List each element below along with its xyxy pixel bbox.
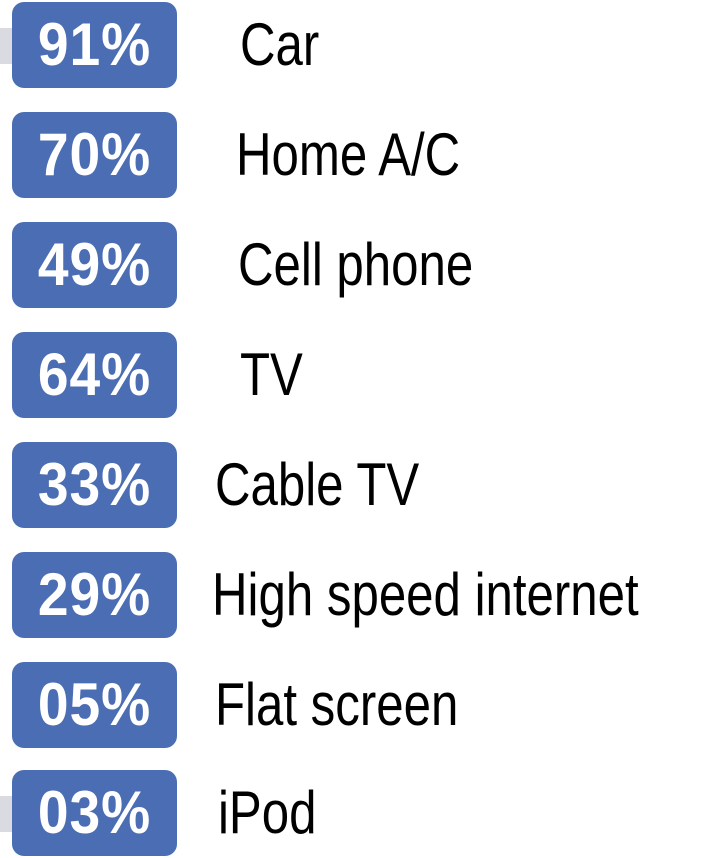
item-label: Cable TV (215, 451, 420, 518)
percent-badge: 91% (12, 2, 177, 88)
list-item: 91% Car (0, 2, 728, 90)
side-tab (0, 28, 14, 64)
item-label: High speed internet (212, 561, 639, 628)
list-item: 29% High speed internet (0, 552, 728, 640)
list-item: 64% TV (0, 332, 728, 420)
percent-text: 29% (37, 561, 152, 628)
percent-text: 70% (37, 121, 152, 188)
percent-text: 05% (37, 671, 152, 738)
percent-badge: 33% (12, 442, 177, 528)
item-label: Home A/C (236, 121, 461, 188)
percent-badge: 64% (12, 332, 177, 418)
item-label: TV (240, 341, 303, 408)
percent-text: 33% (37, 451, 152, 518)
percent-text: 49% (37, 231, 152, 298)
list-item: 33% Cable TV (0, 442, 728, 530)
item-label: Car (240, 11, 320, 78)
item-label: Cell phone (238, 231, 474, 298)
item-label: iPod (218, 779, 317, 846)
percent-text: 64% (37, 341, 152, 408)
percent-badge: 49% (12, 222, 177, 308)
percent-badge: 03% (12, 770, 177, 856)
percent-badge: 70% (12, 112, 177, 198)
percent-badge: 05% (12, 662, 177, 748)
percent-text: 91% (37, 11, 152, 78)
list-item: 03% iPod (0, 770, 728, 858)
percent-text: 03% (37, 779, 152, 846)
percent-badge: 29% (12, 552, 177, 638)
list-item: 70% Home A/C (0, 112, 728, 200)
list-item: 49% Cell phone (0, 222, 728, 310)
item-label: Flat screen (215, 671, 459, 738)
side-tab (0, 796, 14, 832)
list-item: 05% Flat screen (0, 662, 728, 750)
